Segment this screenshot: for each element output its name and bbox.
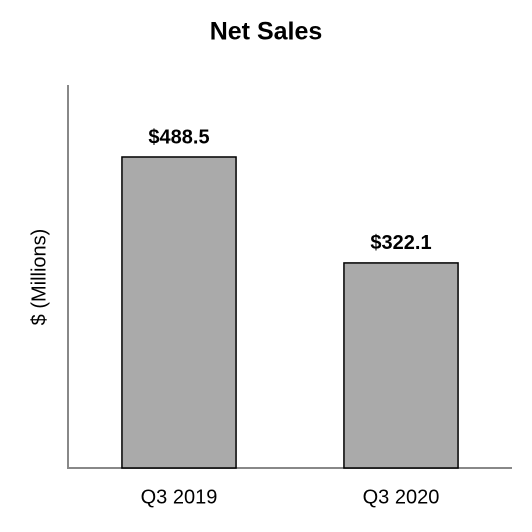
value-label: $488.5 — [148, 126, 209, 148]
bar — [343, 262, 459, 469]
chart-title: Net Sales — [210, 18, 323, 46]
bar — [121, 156, 237, 469]
x-tick-label: Q3 2020 — [363, 486, 440, 508]
x-tick-label: Q3 2019 — [141, 486, 218, 508]
y-axis-label: $ (Millions) — [28, 229, 50, 326]
value-label: $322.1 — [370, 232, 431, 254]
